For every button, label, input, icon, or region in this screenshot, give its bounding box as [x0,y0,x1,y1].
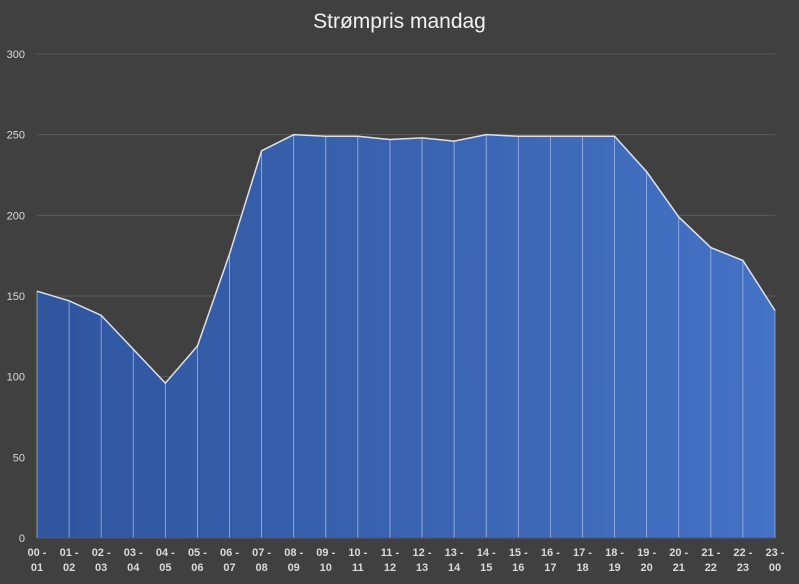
y-tick-label: 100 [7,372,25,384]
x-tick-label: 22 -23 [733,547,752,574]
y-tick-label: 200 [7,210,25,222]
x-tick-label: 14 -15 [477,547,496,574]
x-tick-label: 19 -20 [637,547,656,574]
x-tick-label: 23 -00 [766,547,785,574]
y-tick-label: 300 [7,49,25,61]
x-tick-label: 06 -07 [220,547,239,574]
x-tick-label: 17 -18 [573,547,592,574]
x-tick-label: 12 -13 [413,547,432,574]
chart-title: Strømpris mandag [313,10,486,33]
x-tick-label: 02 -03 [92,547,111,574]
x-tick-label: 11 -12 [381,547,400,574]
y-tick-label: 250 [7,130,25,142]
x-tick-label: 05 -06 [188,547,207,574]
y-tick-label: 150 [7,291,25,303]
x-tick-label: 01 -02 [60,547,79,574]
y-tick-label: 50 [13,452,25,464]
x-tick-label: 15 -16 [509,547,528,574]
x-tick-label: 16 -17 [541,547,560,574]
x-tick-label: 08 -09 [284,547,303,574]
x-tick-label: 18 -19 [605,547,624,574]
y-tick-label: 0 [19,533,25,545]
x-tick-label: 21 -22 [701,547,720,574]
x-tick-label: 20 -21 [669,547,688,574]
x-tick-label: 00 -01 [28,547,47,574]
x-tick-label: 13 -14 [445,547,464,574]
x-tick-label: 07 -08 [252,547,271,574]
x-tick-label: 04 -05 [156,547,175,574]
x-tick-label: 09 -10 [316,547,335,574]
x-tick-label: 03 -04 [124,547,143,574]
series-line [36,133,776,385]
area-series [37,134,775,538]
x-tick-label: 10 -11 [348,547,367,574]
